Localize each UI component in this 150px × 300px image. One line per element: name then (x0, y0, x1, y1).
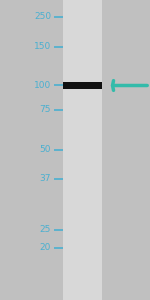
Text: 50: 50 (39, 146, 51, 154)
Text: 20: 20 (40, 243, 51, 252)
Bar (63, 0, 102, 300)
Text: 150: 150 (34, 42, 51, 51)
Text: 100: 100 (34, 81, 51, 90)
Text: 75: 75 (39, 105, 51, 114)
Text: 25: 25 (40, 225, 51, 234)
Text: 250: 250 (34, 12, 51, 21)
Bar (63, 82, 102, 89)
Text: 37: 37 (39, 174, 51, 183)
